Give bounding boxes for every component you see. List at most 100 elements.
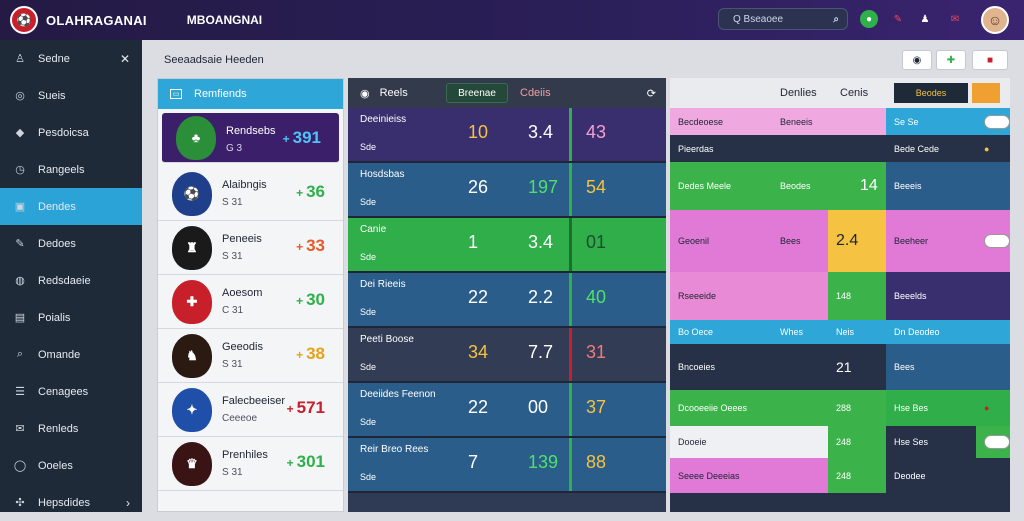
- table-row[interactable]: Seeee Deeeias 248 Deodee: [670, 458, 1010, 493]
- table-row[interactable]: Pieerdas Bede Cede ●: [670, 135, 1010, 162]
- table-row[interactable]: Bo Oece Whes Neis Dn Deodeo: [670, 320, 1010, 344]
- table-row[interactable]: Dooeie 248 Hse Ses: [670, 426, 1010, 458]
- extra-tab[interactable]: Cdeiis: [520, 87, 551, 99]
- sidebar-item-4[interactable]: ▣ Dendes: [0, 188, 142, 225]
- sidebar-item-7[interactable]: ▤ Poialis: [0, 299, 142, 336]
- table-row[interactable]: Rseeeide 148 Beeelds: [670, 272, 1010, 320]
- match-sub: Sde: [360, 417, 377, 427]
- team-sub: S 31: [222, 251, 243, 262]
- search-icon: ⌕: [16, 348, 24, 360]
- user-menu-icon[interactable]: ♟: [920, 13, 930, 25]
- sidebar-item-1[interactable]: ◎ Sueis: [0, 77, 142, 114]
- filter-pill[interactable]: Breenae: [446, 83, 508, 103]
- toolbar-button-2[interactable]: ✚: [936, 50, 966, 70]
- score-mark: +: [296, 348, 304, 362]
- table-row[interactable]: Dcooeeiie Oeees 288 Hse Bes ●: [670, 390, 1010, 426]
- table-row[interactable]: Hosdsbas Sde 26 197 54: [348, 163, 666, 218]
- table-row[interactable]: Deeinieiss Sde 10 3.4 43: [348, 108, 666, 163]
- list-item[interactable]: ♞ Geeodis S 31 +38: [158, 329, 343, 383]
- match-stat-2: 197: [528, 177, 559, 197]
- match-title: Dei Rieeis: [360, 279, 406, 290]
- sidebar-item-10[interactable]: ✉ Renleds: [0, 410, 142, 447]
- sidebar-item-8[interactable]: ⌕ Omande: [0, 336, 142, 373]
- search-text: Q Bseaoee: [733, 13, 784, 25]
- sidebar-item-12[interactable]: ✣ Hepsdides ›: [0, 484, 142, 521]
- team-sub: C 31: [222, 305, 244, 316]
- sidebar-item-label: Rangeels: [38, 163, 85, 176]
- sidebar-item-label: Poialis: [38, 311, 71, 324]
- match-stat-3: 43: [586, 122, 607, 142]
- table-row[interactable]: Deeiides Feenon Sde 22 00 37: [348, 383, 666, 438]
- list-item[interactable]: ✦ Falecbeeiser Ceeeoe +571: [158, 383, 343, 437]
- sidebar-item-6[interactable]: ◍ Redsdaeie: [0, 262, 142, 299]
- team-score: +38: [296, 344, 325, 364]
- avatar[interactable]: ☺: [981, 6, 1009, 34]
- toggle[interactable]: [984, 234, 1010, 248]
- sidebar-item-label: Dendes: [38, 200, 76, 213]
- sidebar-item-11[interactable]: ◯ Ooeles: [0, 447, 142, 484]
- score-mark: +: [286, 456, 294, 470]
- table-row[interactable]: Dei Rieeis Sde 22 2.2 40: [348, 273, 666, 328]
- sidebar-item-3[interactable]: ◷ Rangeels: [0, 151, 142, 188]
- list-item[interactable]: ♛ Prenhiles S 31 +301: [158, 437, 343, 491]
- mail-icon: ✉: [15, 423, 25, 435]
- sidebar-item-label: Dedoes: [38, 237, 76, 250]
- row-cell: 288: [828, 390, 886, 426]
- notification-icon[interactable]: ✎: [893, 13, 903, 25]
- match-title: Hosdsbas: [360, 169, 405, 180]
- top-bar: ⚽ OLAHRAGANAI MBOANGNAI Q Bseaoee ⌕ ● ✎ …: [0, 0, 1024, 40]
- pin-icon: ✎: [15, 238, 25, 250]
- table-row[interactable]: Geoenil Bees 2.4 Beeheer: [670, 210, 1010, 272]
- team-name: Peneeis: [222, 233, 262, 245]
- table-row[interactable]: Canie Sde 1 3.4 01: [348, 218, 666, 273]
- toggle[interactable]: [984, 114, 1010, 129]
- score-value: 301: [296, 452, 325, 471]
- messages-icon[interactable]: ✉: [950, 13, 960, 25]
- sidebar-item-5[interactable]: ✎ Dedoes: [0, 225, 142, 262]
- alert-icon[interactable]: ●: [976, 390, 1010, 426]
- team-score: +301: [287, 452, 325, 472]
- chevron-right-icon[interactable]: ›: [126, 495, 130, 510]
- table-row[interactable]: Peeti Boose Sde 34 7.7 31: [348, 328, 666, 383]
- toolbar-button-1[interactable]: ◉: [902, 50, 932, 70]
- sidebar-item-label: Ooeles: [38, 459, 73, 472]
- match-stat-1: 26: [468, 177, 489, 197]
- brand-logo-icon[interactable]: ⚽: [10, 6, 38, 34]
- team-sub: Ceeeoe: [222, 413, 258, 424]
- search-icon: ⌕: [833, 13, 839, 25]
- match-stat-3: 54: [586, 177, 607, 197]
- sidebar-item-2[interactable]: ◆ Pesdoicsa: [0, 114, 142, 151]
- sidebar-item-9[interactable]: ☰ Cenagees: [0, 373, 142, 410]
- orange-button[interactable]: [972, 83, 1000, 103]
- sidebar-item-label: Omande: [38, 348, 81, 361]
- table-row[interactable]: Becdeoese Beneeis Se Se: [670, 108, 1010, 135]
- table-row[interactable]: Dedes Meele Beodes 14 Beeeis: [670, 162, 1010, 210]
- table-row[interactable]: Bncoeies 21 Bees: [670, 344, 1010, 390]
- team-sub: S 31: [222, 467, 243, 478]
- details-pill[interactable]: Beodes: [894, 83, 968, 103]
- table-row[interactable]: Reir Breo Rees Sde 7 139 88: [348, 438, 666, 493]
- refresh-icon[interactable]: ⟳: [646, 87, 656, 100]
- sidebar-item-0[interactable]: ♙ Sedne ✕: [0, 40, 142, 77]
- toggle[interactable]: [984, 435, 1010, 449]
- match-sub: Sde: [360, 362, 377, 372]
- list-item[interactable]: ⚽ Alaibngis S 31 +36: [158, 167, 343, 221]
- score-value: 33: [306, 236, 325, 255]
- toolbar-button-3[interactable]: ■: [972, 50, 1008, 70]
- status-icon[interactable]: ●: [860, 10, 878, 28]
- list-item[interactable]: ✚ Aoesom C 31 +30: [158, 275, 343, 329]
- row-cell: Beeeis: [886, 162, 1010, 210]
- team-name: Falecbeeiser: [222, 395, 285, 407]
- search-input[interactable]: Q Bseaoee ⌕: [718, 8, 848, 30]
- score-mark: +: [296, 240, 304, 254]
- list-item[interactable]: ♜ Peneeis S 31 +33: [158, 221, 343, 275]
- team-crest-icon: ⚽: [172, 171, 212, 216]
- team-name: Geeodis: [222, 341, 263, 353]
- row-cell: 2.4: [828, 210, 886, 272]
- ring-icon: ◯: [13, 460, 27, 472]
- match-stat-3: 01: [586, 232, 607, 253]
- list-icon: ☰: [15, 386, 25, 398]
- divider: [569, 218, 572, 271]
- list-item[interactable]: ♣ Rendsebs G 3 +391: [162, 113, 339, 163]
- close-icon[interactable]: ✕: [119, 51, 130, 66]
